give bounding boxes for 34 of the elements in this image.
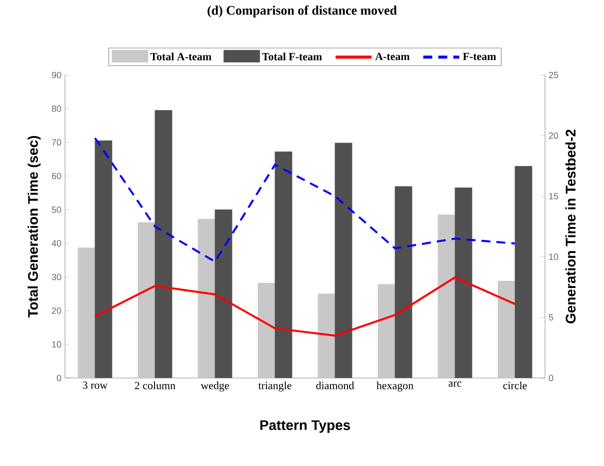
x-tick-label: 3 row (82, 382, 108, 389)
x-tick-label: arc (448, 382, 462, 387)
chart-title: (d) Comparison of distance moved (208, 6, 397, 18)
y-tick-label: 40 (52, 240, 62, 247)
y-tick-label: 80 (52, 105, 62, 112)
line-series (94, 276, 516, 337)
y2-tick-label: 15 (549, 193, 558, 200)
y-tick-label: 70 (52, 139, 62, 146)
y-tick-label: 0 (56, 374, 62, 382)
legend-label: A-team (375, 52, 410, 60)
y-tick-label: 30 (52, 274, 62, 280)
x-tick-label: circle (503, 382, 527, 390)
legend-label: Total A-team (150, 52, 212, 60)
y-tick-label: 20 (52, 307, 62, 314)
y2-tick-label: 0 (548, 374, 554, 382)
y2-tick-label: 10 (549, 254, 558, 260)
y2-tick-label: 25 (548, 72, 558, 78)
y-tick-label: 60 (52, 172, 62, 180)
x-tick-label: wedge (200, 382, 229, 392)
x-tick-label: hexagon (376, 382, 414, 392)
y2-tick-label: 5 (548, 314, 554, 321)
x-tick-label: 2 column (134, 382, 176, 390)
legend-label: F-team (462, 52, 496, 60)
line-series (94, 137, 516, 263)
y-tick-label: 50 (52, 206, 62, 213)
y-axis-title: Total Generation Time (sec) (28, 136, 41, 318)
y2-axis-title: Generation Time in Testbed-2 (565, 130, 576, 324)
x-tick-label: diamond (316, 382, 354, 390)
y2-tick-label: 20 (548, 132, 558, 139)
y-tick-label: 10 (52, 341, 62, 348)
y-tick-label: 90 (52, 72, 62, 78)
legend-label: Total F-team (262, 52, 322, 60)
x-tick-label: triangle (258, 382, 292, 392)
x-axis-title: Pattern Types (260, 420, 350, 433)
